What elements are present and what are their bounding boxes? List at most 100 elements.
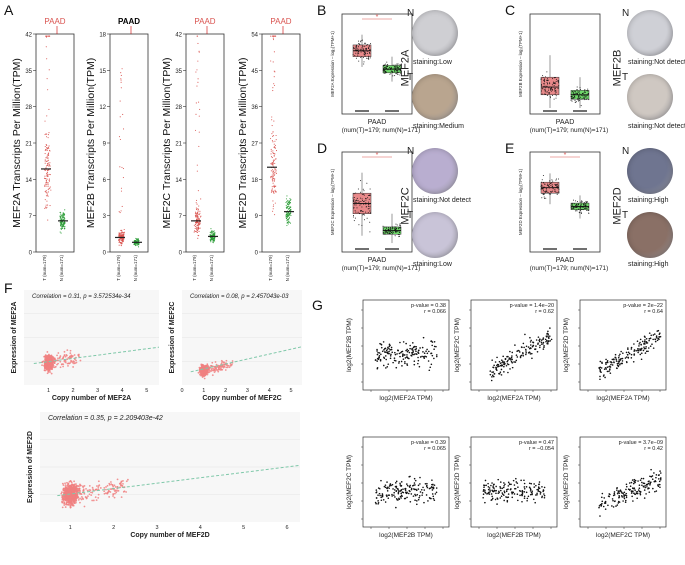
corr-point — [626, 354, 629, 356]
tumor-point — [47, 89, 49, 91]
corr-point — [420, 488, 423, 491]
corr-point — [374, 501, 377, 504]
corr-point — [615, 360, 618, 362]
normal-point — [580, 105, 582, 107]
cancer-label: PAAD — [44, 17, 65, 26]
corr-point — [418, 495, 421, 497]
cnv-point — [218, 368, 221, 370]
corr-point — [624, 357, 627, 359]
normal-point — [286, 195, 288, 197]
tumor-point — [271, 133, 273, 135]
corr-point — [491, 497, 494, 500]
corr-point — [378, 355, 381, 357]
corr-point — [518, 489, 521, 492]
cnv-point — [59, 356, 61, 359]
cnv-point — [214, 367, 217, 370]
ihc-normal-staining: staining:Low — [413, 59, 452, 66]
tumor-point — [45, 190, 47, 192]
x-tick-label: 2 — [224, 388, 227, 394]
cnv-point — [75, 359, 77, 362]
normal-point — [585, 96, 587, 98]
corr-point — [609, 366, 612, 368]
plot-frame — [529, 13, 601, 115]
normal-point — [392, 75, 394, 77]
corr-point — [500, 364, 503, 367]
normal-point — [575, 101, 577, 103]
cnv-point — [201, 376, 204, 379]
plot-frame — [185, 33, 225, 253]
corr-point — [415, 350, 417, 353]
cnv-point — [127, 478, 129, 481]
normal-point — [581, 200, 583, 202]
corr-point — [387, 497, 390, 500]
corr-point — [634, 489, 636, 491]
tumor-point — [356, 197, 358, 199]
corr-point — [630, 492, 633, 494]
corr-point — [523, 486, 526, 488]
tumor-point — [274, 71, 276, 73]
tumor-point — [358, 224, 360, 226]
corr-point — [492, 486, 494, 489]
cnv-point — [230, 364, 233, 366]
tumor-point — [122, 113, 124, 116]
corr-point — [401, 491, 404, 494]
tumor-point — [273, 179, 275, 181]
tumor-point — [118, 239, 120, 241]
cnv-point — [72, 503, 74, 505]
tumor-point — [540, 188, 542, 190]
normal-point — [285, 206, 287, 208]
corr-point — [500, 359, 503, 361]
tumor-point — [45, 148, 47, 151]
tumor-point — [367, 201, 369, 203]
corr-point — [520, 479, 522, 482]
corr-point — [617, 500, 620, 503]
tumor-point — [47, 154, 49, 156]
corr-point — [491, 374, 494, 377]
corr-point — [380, 499, 383, 502]
tumor-point — [353, 48, 355, 50]
corr-point — [645, 337, 648, 340]
tumor-point — [360, 210, 362, 212]
tumor-point — [544, 192, 546, 194]
tumor-point — [367, 44, 369, 46]
normal-point — [211, 232, 213, 234]
corr-point — [482, 490, 485, 492]
normal-point — [394, 226, 396, 228]
cnv-point — [225, 364, 228, 366]
normal-point — [573, 97, 575, 99]
tumor-point — [195, 207, 197, 209]
tumor-point — [272, 150, 274, 152]
normal-point — [286, 201, 288, 203]
corr-point — [385, 349, 388, 352]
corr-point — [610, 363, 612, 366]
tumor-point — [352, 197, 354, 199]
normal-point — [396, 71, 398, 73]
y-axis-title: Expression of MEF2C — [169, 302, 176, 374]
corr-point — [518, 349, 520, 352]
tumor-point — [549, 182, 551, 184]
tumor-point — [555, 97, 557, 99]
tumor-point — [555, 89, 557, 91]
ihc-tumor-letter: T — [622, 72, 629, 83]
tumor-point — [44, 184, 46, 186]
tumor-point — [197, 190, 199, 192]
corr-point — [639, 353, 642, 356]
tumor-point — [552, 190, 554, 192]
ihc-tumor-image — [627, 212, 673, 258]
normal-point — [397, 73, 399, 75]
corr-point — [507, 359, 509, 362]
corr-point — [377, 358, 380, 361]
normal-point — [392, 70, 394, 72]
ihc-tumor-image — [412, 74, 458, 120]
normal-point — [585, 204, 587, 206]
corr-point — [507, 485, 510, 487]
cnv-point — [63, 360, 66, 363]
tumor-point — [357, 53, 359, 55]
normal-point — [286, 220, 288, 222]
normal-point — [573, 96, 575, 98]
cnv-point — [95, 499, 98, 502]
tumor-point — [367, 197, 369, 199]
corr-point — [511, 491, 514, 494]
corr-point — [484, 491, 486, 493]
